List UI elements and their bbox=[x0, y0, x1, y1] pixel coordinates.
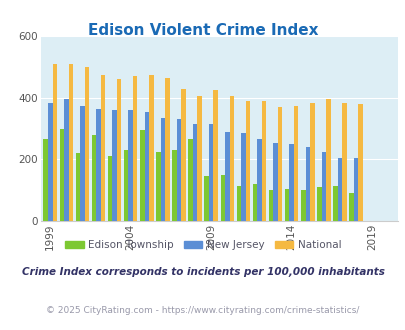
Bar bbox=[236, 186, 241, 221]
Bar bbox=[128, 110, 133, 221]
Bar bbox=[133, 76, 137, 221]
Bar bbox=[117, 80, 121, 221]
Bar bbox=[188, 140, 192, 221]
Text: © 2025 CityRating.com - https://www.cityrating.com/crime-statistics/: © 2025 CityRating.com - https://www.city… bbox=[46, 306, 359, 315]
Bar bbox=[305, 147, 309, 221]
Bar bbox=[289, 144, 293, 221]
Bar bbox=[284, 189, 289, 221]
Bar bbox=[273, 143, 277, 221]
Bar bbox=[80, 106, 85, 221]
Bar bbox=[261, 101, 266, 221]
Bar bbox=[149, 75, 153, 221]
Bar bbox=[300, 190, 305, 221]
Bar bbox=[52, 64, 57, 221]
Bar bbox=[60, 129, 64, 221]
Bar bbox=[165, 78, 169, 221]
Bar bbox=[316, 187, 321, 221]
Bar bbox=[252, 184, 257, 221]
Bar bbox=[176, 119, 181, 221]
Bar bbox=[96, 109, 100, 221]
Bar bbox=[48, 103, 52, 221]
Bar bbox=[160, 118, 165, 221]
Bar bbox=[197, 96, 201, 221]
Bar bbox=[213, 90, 217, 221]
Bar bbox=[75, 153, 80, 221]
Bar bbox=[293, 106, 298, 221]
Bar bbox=[229, 96, 233, 221]
Bar bbox=[353, 158, 357, 221]
Bar bbox=[309, 103, 314, 221]
Bar bbox=[277, 107, 281, 221]
Bar bbox=[220, 175, 224, 221]
Bar bbox=[357, 104, 362, 221]
Bar bbox=[43, 140, 48, 221]
Bar bbox=[224, 132, 229, 221]
Bar bbox=[68, 64, 73, 221]
Legend: Edison Township, New Jersey, National: Edison Township, New Jersey, National bbox=[60, 236, 345, 254]
Bar bbox=[333, 186, 337, 221]
Bar bbox=[257, 140, 261, 221]
Bar bbox=[241, 133, 245, 221]
Text: Edison Violent Crime Index: Edison Violent Crime Index bbox=[87, 23, 318, 38]
Bar bbox=[140, 130, 144, 221]
Bar bbox=[100, 75, 105, 221]
Bar bbox=[341, 103, 346, 221]
Bar bbox=[192, 124, 197, 221]
Bar bbox=[124, 150, 128, 221]
Bar bbox=[321, 152, 325, 221]
Bar bbox=[325, 99, 330, 221]
Bar bbox=[156, 152, 160, 221]
Bar bbox=[337, 158, 341, 221]
Bar bbox=[209, 124, 213, 221]
Bar bbox=[348, 193, 353, 221]
Bar bbox=[268, 190, 273, 221]
Bar bbox=[245, 101, 249, 221]
Bar bbox=[204, 177, 209, 221]
Bar bbox=[172, 150, 176, 221]
Bar bbox=[181, 89, 185, 221]
Bar bbox=[64, 99, 68, 221]
Bar bbox=[144, 112, 149, 221]
Bar bbox=[92, 135, 96, 221]
Bar bbox=[112, 110, 117, 221]
Bar bbox=[85, 67, 89, 221]
Bar bbox=[108, 156, 112, 221]
Text: Crime Index corresponds to incidents per 100,000 inhabitants: Crime Index corresponds to incidents per… bbox=[21, 267, 384, 277]
